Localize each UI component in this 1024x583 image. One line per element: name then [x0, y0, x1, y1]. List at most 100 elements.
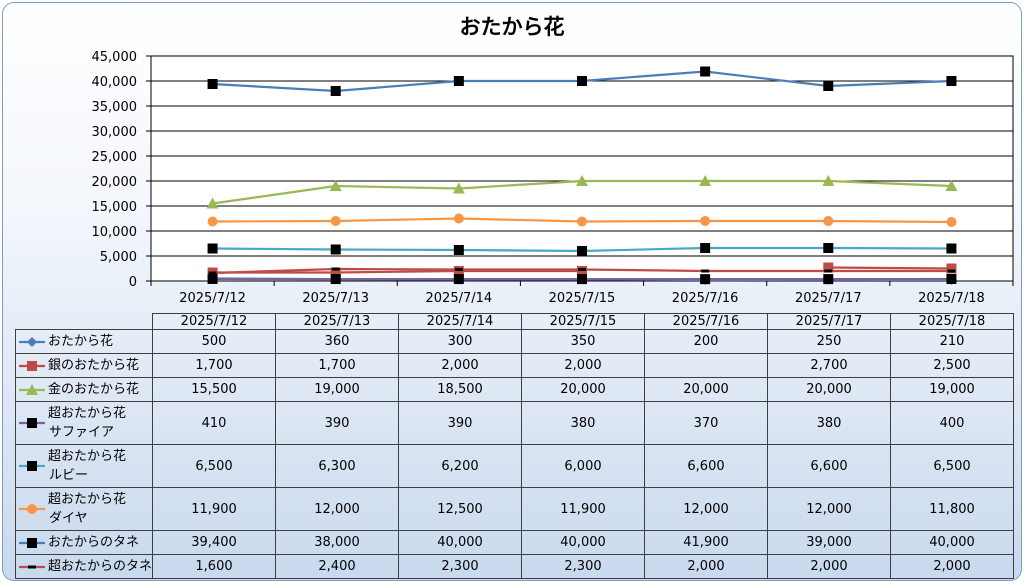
- series-name: 超おたから花 サファイア: [48, 404, 126, 442]
- table-body: おたから花 500 360 300 350 200 250 210 銀のおたから花 1,700 1,…: [14, 329, 1015, 579]
- legend-key: [19, 504, 45, 514]
- value-cell: 41,900: [644, 530, 769, 555]
- y-tick-label: 25,000: [92, 150, 138, 165]
- x-tick-label: 2025/7/17: [795, 291, 862, 306]
- x-tick-label: 2025/7/14: [426, 291, 493, 306]
- x-tick-label: 2025/7/12: [179, 291, 246, 306]
- data-point: [577, 76, 587, 86]
- y-tick-label: 0: [129, 275, 137, 290]
- legend-key: [19, 336, 45, 347]
- series-name-cell: 金のおたから花: [14, 377, 154, 402]
- data-point: [946, 263, 957, 274]
- data-point: [330, 86, 341, 96]
- data-point: [330, 244, 341, 255]
- table-row: 超おたから花 ダイヤ 11,900 12,000 12,500 11,900 12,000 1…: [14, 487, 1015, 531]
- y-tick-label: 45,000: [92, 50, 138, 65]
- data-point: [330, 267, 341, 278]
- value-cell: 39,400: [152, 530, 277, 555]
- data-point: [330, 274, 341, 285]
- data-point: [823, 81, 834, 91]
- data-point: [823, 216, 834, 226]
- data-point: [823, 274, 834, 285]
- x-tick-label: 2025/7/13: [302, 291, 369, 306]
- data-point: [207, 216, 218, 227]
- series-name-cell: おたからのタネ: [14, 530, 154, 555]
- table-column-header: 2025/7/12: [152, 313, 277, 330]
- data-point: [822, 175, 835, 186]
- data-point: [206, 197, 219, 209]
- value-cell: 1,600: [152, 554, 277, 579]
- value-cell: 19,000: [275, 377, 400, 402]
- data-point: [946, 274, 957, 284]
- value-cell: 12,000: [644, 487, 769, 531]
- data-point: [577, 216, 587, 227]
- value-cell: 380: [767, 401, 892, 445]
- table-column-header: 2025/7/13: [275, 313, 400, 330]
- data-point: [453, 213, 464, 224]
- y-tick-label: 35,000: [92, 100, 138, 115]
- data-point: [577, 246, 587, 256]
- value-cell: 2,000: [521, 353, 646, 378]
- data-point: [700, 216, 711, 226]
- data-point: [945, 180, 958, 191]
- value-cell: 6,200: [398, 444, 523, 488]
- value-cell: 12,000: [767, 487, 892, 531]
- value-cell: 210: [890, 329, 1015, 354]
- value-cell: 11,900: [152, 487, 277, 531]
- value-cell: 350: [521, 329, 646, 354]
- value-cell: 18,500: [398, 377, 523, 402]
- table-corner: [15, 313, 154, 330]
- table-row: 超おたから花 サファイア 410 390 390 380 370 380 400: [14, 401, 1015, 445]
- chart-title: おたから花: [459, 15, 565, 39]
- series-name: おたから花: [48, 334, 114, 349]
- series-name-cell: 超おたからのタネ: [14, 554, 154, 579]
- table-row: 超おたからのタネ 1,600 2,400 2,300 2,300 2,000 2,000 2,…: [14, 554, 1015, 579]
- series-name: 金のおたから花: [48, 382, 140, 397]
- value-cell: 390: [275, 401, 400, 445]
- data-point: [453, 245, 464, 255]
- data-point: [946, 76, 957, 86]
- value-cell: 40,000: [521, 530, 646, 555]
- data-point: [453, 76, 464, 86]
- table-column-header: 2025/7/16: [644, 313, 769, 330]
- data-point: [701, 269, 710, 273]
- value-cell: 19,000: [890, 377, 1015, 402]
- value-cell: 250: [767, 329, 892, 354]
- y-tick-label: 20,000: [92, 175, 138, 190]
- value-cell: 2,000: [398, 353, 523, 378]
- value-cell: 20,000: [521, 377, 646, 402]
- y-tick-label: 15,000: [92, 200, 138, 215]
- value-cell: 370: [644, 401, 769, 445]
- value-cell: 2,500: [890, 353, 1015, 378]
- table-row: おたからのタネ 39,400 38,000 40,000 40,000 41,900 39,…: [14, 530, 1015, 555]
- table-column-header: 2025/7/15: [521, 313, 646, 330]
- series-name: 超おたから花 ダイヤ: [48, 490, 126, 528]
- data-point: [330, 216, 341, 226]
- value-cell: 360: [275, 329, 400, 354]
- x-tick-label: 2025/7/18: [918, 291, 985, 306]
- data-point: [946, 217, 957, 227]
- data-point: [452, 182, 465, 194]
- data-point: [947, 269, 956, 273]
- y-tick-label: 5,000: [100, 250, 137, 265]
- value-cell: 6,600: [767, 444, 892, 488]
- value-cell: 11,800: [890, 487, 1015, 531]
- value-cell: 40,000: [398, 530, 523, 555]
- table-row: 超おたから花 ルビー 6,500 6,300 6,200 6,000 6,600 6,600 6…: [14, 444, 1015, 488]
- series-name-line: ルビー: [49, 468, 89, 483]
- series-name-cell: 銀のおたから花: [14, 353, 154, 378]
- value-cell: 400: [890, 401, 1015, 445]
- value-cell: 15,500: [152, 377, 277, 402]
- series-line: [212, 266, 952, 274]
- value-cell: 390: [398, 401, 523, 445]
- series-name: 銀のおたから花: [48, 358, 140, 373]
- series-name-line: 超おたから花: [48, 449, 127, 464]
- line-chart-plot: 0 5,000 10,000 15,000 20,000 25,000 30,000 35,0…: [92, 50, 1014, 306]
- value-cell: 6,500: [890, 444, 1015, 488]
- series-name-line: 超おたから花: [48, 406, 127, 421]
- legend-key: [19, 418, 45, 428]
- series-name-line: ダイヤ: [49, 511, 88, 526]
- value-cell: 2,000: [767, 554, 892, 579]
- data-point: [824, 269, 833, 273]
- table-row: 金のおたから花 15,500 19,000 18,500 20,000 20,000 20,…: [14, 377, 1015, 402]
